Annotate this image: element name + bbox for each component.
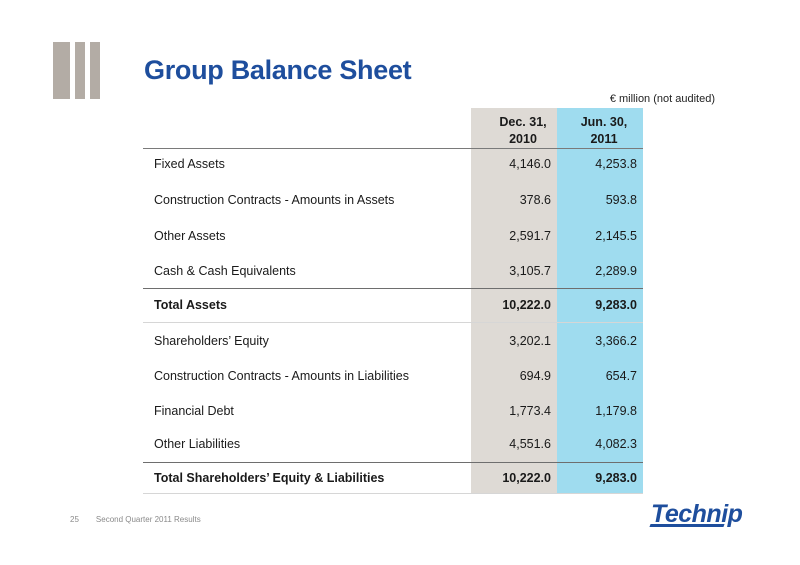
jun-value: 654.7 (605, 368, 637, 383)
column-header-line: 2010 (509, 132, 537, 146)
row-label: Other Assets (154, 228, 226, 243)
column-header-line: Jun. 30, (580, 115, 628, 129)
deco-bar (90, 42, 100, 99)
table-row: Construction Contracts - Amounts in Liab… (143, 358, 643, 393)
total-row: Total Assets 10,222.0 9,283.0 (143, 287, 643, 322)
row-label: Total Shareholders’ Equity & Liabilities (154, 470, 385, 485)
decorative-bars (53, 42, 100, 99)
footer: 25 Second Quarter 2011 Results (70, 515, 201, 524)
dec-value: 4,146.0 (509, 156, 551, 171)
column-header-line: Dec. 31, (499, 115, 547, 129)
jun-value: 3,366.2 (595, 333, 637, 348)
jun-value: 4,253.8 (595, 156, 637, 171)
table-row: Other Liabilities 4,551.6 4,082.3 (143, 426, 643, 461)
table-row: Financial Debt 1,773.4 1,179.8 (143, 393, 643, 428)
row-label: Total Assets (154, 297, 227, 312)
jun-value: 9,283.0 (595, 297, 637, 312)
dec-value: 4,551.6 (509, 436, 551, 451)
deco-bar (75, 42, 85, 99)
unit-note: € million (not audited) (609, 93, 715, 105)
jun-value: 2,145.5 (595, 228, 637, 243)
jun-column-background (557, 108, 643, 494)
row-label: Financial Debt (154, 403, 234, 418)
column-header-jun-2011: Jun. 30, 2011 (557, 108, 643, 146)
page-number: 25 (70, 515, 79, 524)
row-label: Cash & Cash Equivalents (154, 263, 296, 278)
page-title: Group Balance Sheet (144, 55, 412, 85)
row-label: Fixed Assets (154, 156, 225, 171)
technip-logo: Technip (651, 500, 743, 528)
jun-value: 2,289.9 (595, 263, 637, 278)
row-label: Other Liabilities (154, 436, 241, 451)
table-row: Construction Contracts - Amounts in Asse… (143, 182, 643, 217)
total-divider (143, 462, 643, 463)
row-label: Construction Contracts - Amounts in Asse… (154, 192, 395, 207)
balance-sheet-table: Dec. 31, 2010 Jun. 30, 2011 Fixed Assets… (143, 108, 643, 494)
jun-value: 4,082.3 (595, 436, 637, 451)
jun-value: 1,179.8 (595, 403, 637, 418)
footer-text: Second Quarter 2011 Results (95, 515, 201, 524)
dec-value: 2,591.7 (509, 228, 551, 243)
deco-bar (53, 42, 70, 99)
jun-value: 593.8 (605, 192, 637, 207)
dec-value: 10,222.0 (502, 470, 551, 485)
dec-value: 10,222.0 (502, 297, 551, 312)
dec-value: 1,773.4 (509, 403, 551, 418)
dec-column-background (471, 108, 557, 494)
row-label: Shareholders’ Equity (154, 333, 269, 348)
row-divider (143, 322, 643, 323)
dec-value: 378.6 (519, 192, 551, 207)
jun-value: 9,283.0 (595, 470, 637, 485)
total-row: Total Shareholders’ Equity & Liabilities… (143, 460, 643, 495)
table-row: Cash & Cash Equivalents 3,105.7 2,289.9 (143, 253, 643, 288)
table-bottom-border (143, 493, 643, 494)
column-header-line: 2011 (590, 132, 618, 146)
table-row: Fixed Assets 4,146.0 4,253.8 (143, 146, 643, 181)
header-divider (143, 148, 643, 149)
table-row: Shareholders’ Equity 3,202.1 3,366.2 (143, 323, 643, 358)
table-row: Other Assets 2,591.7 2,145.5 (143, 218, 643, 253)
column-header-dec-2010: Dec. 31, 2010 (471, 108, 557, 146)
dec-value: 3,105.7 (509, 263, 551, 278)
logo-underline (649, 524, 725, 527)
subtotal-divider (143, 288, 643, 289)
dec-value: 694.9 (519, 368, 551, 383)
dec-value: 3,202.1 (509, 333, 551, 348)
row-label: Construction Contracts - Amounts in Liab… (154, 368, 409, 383)
